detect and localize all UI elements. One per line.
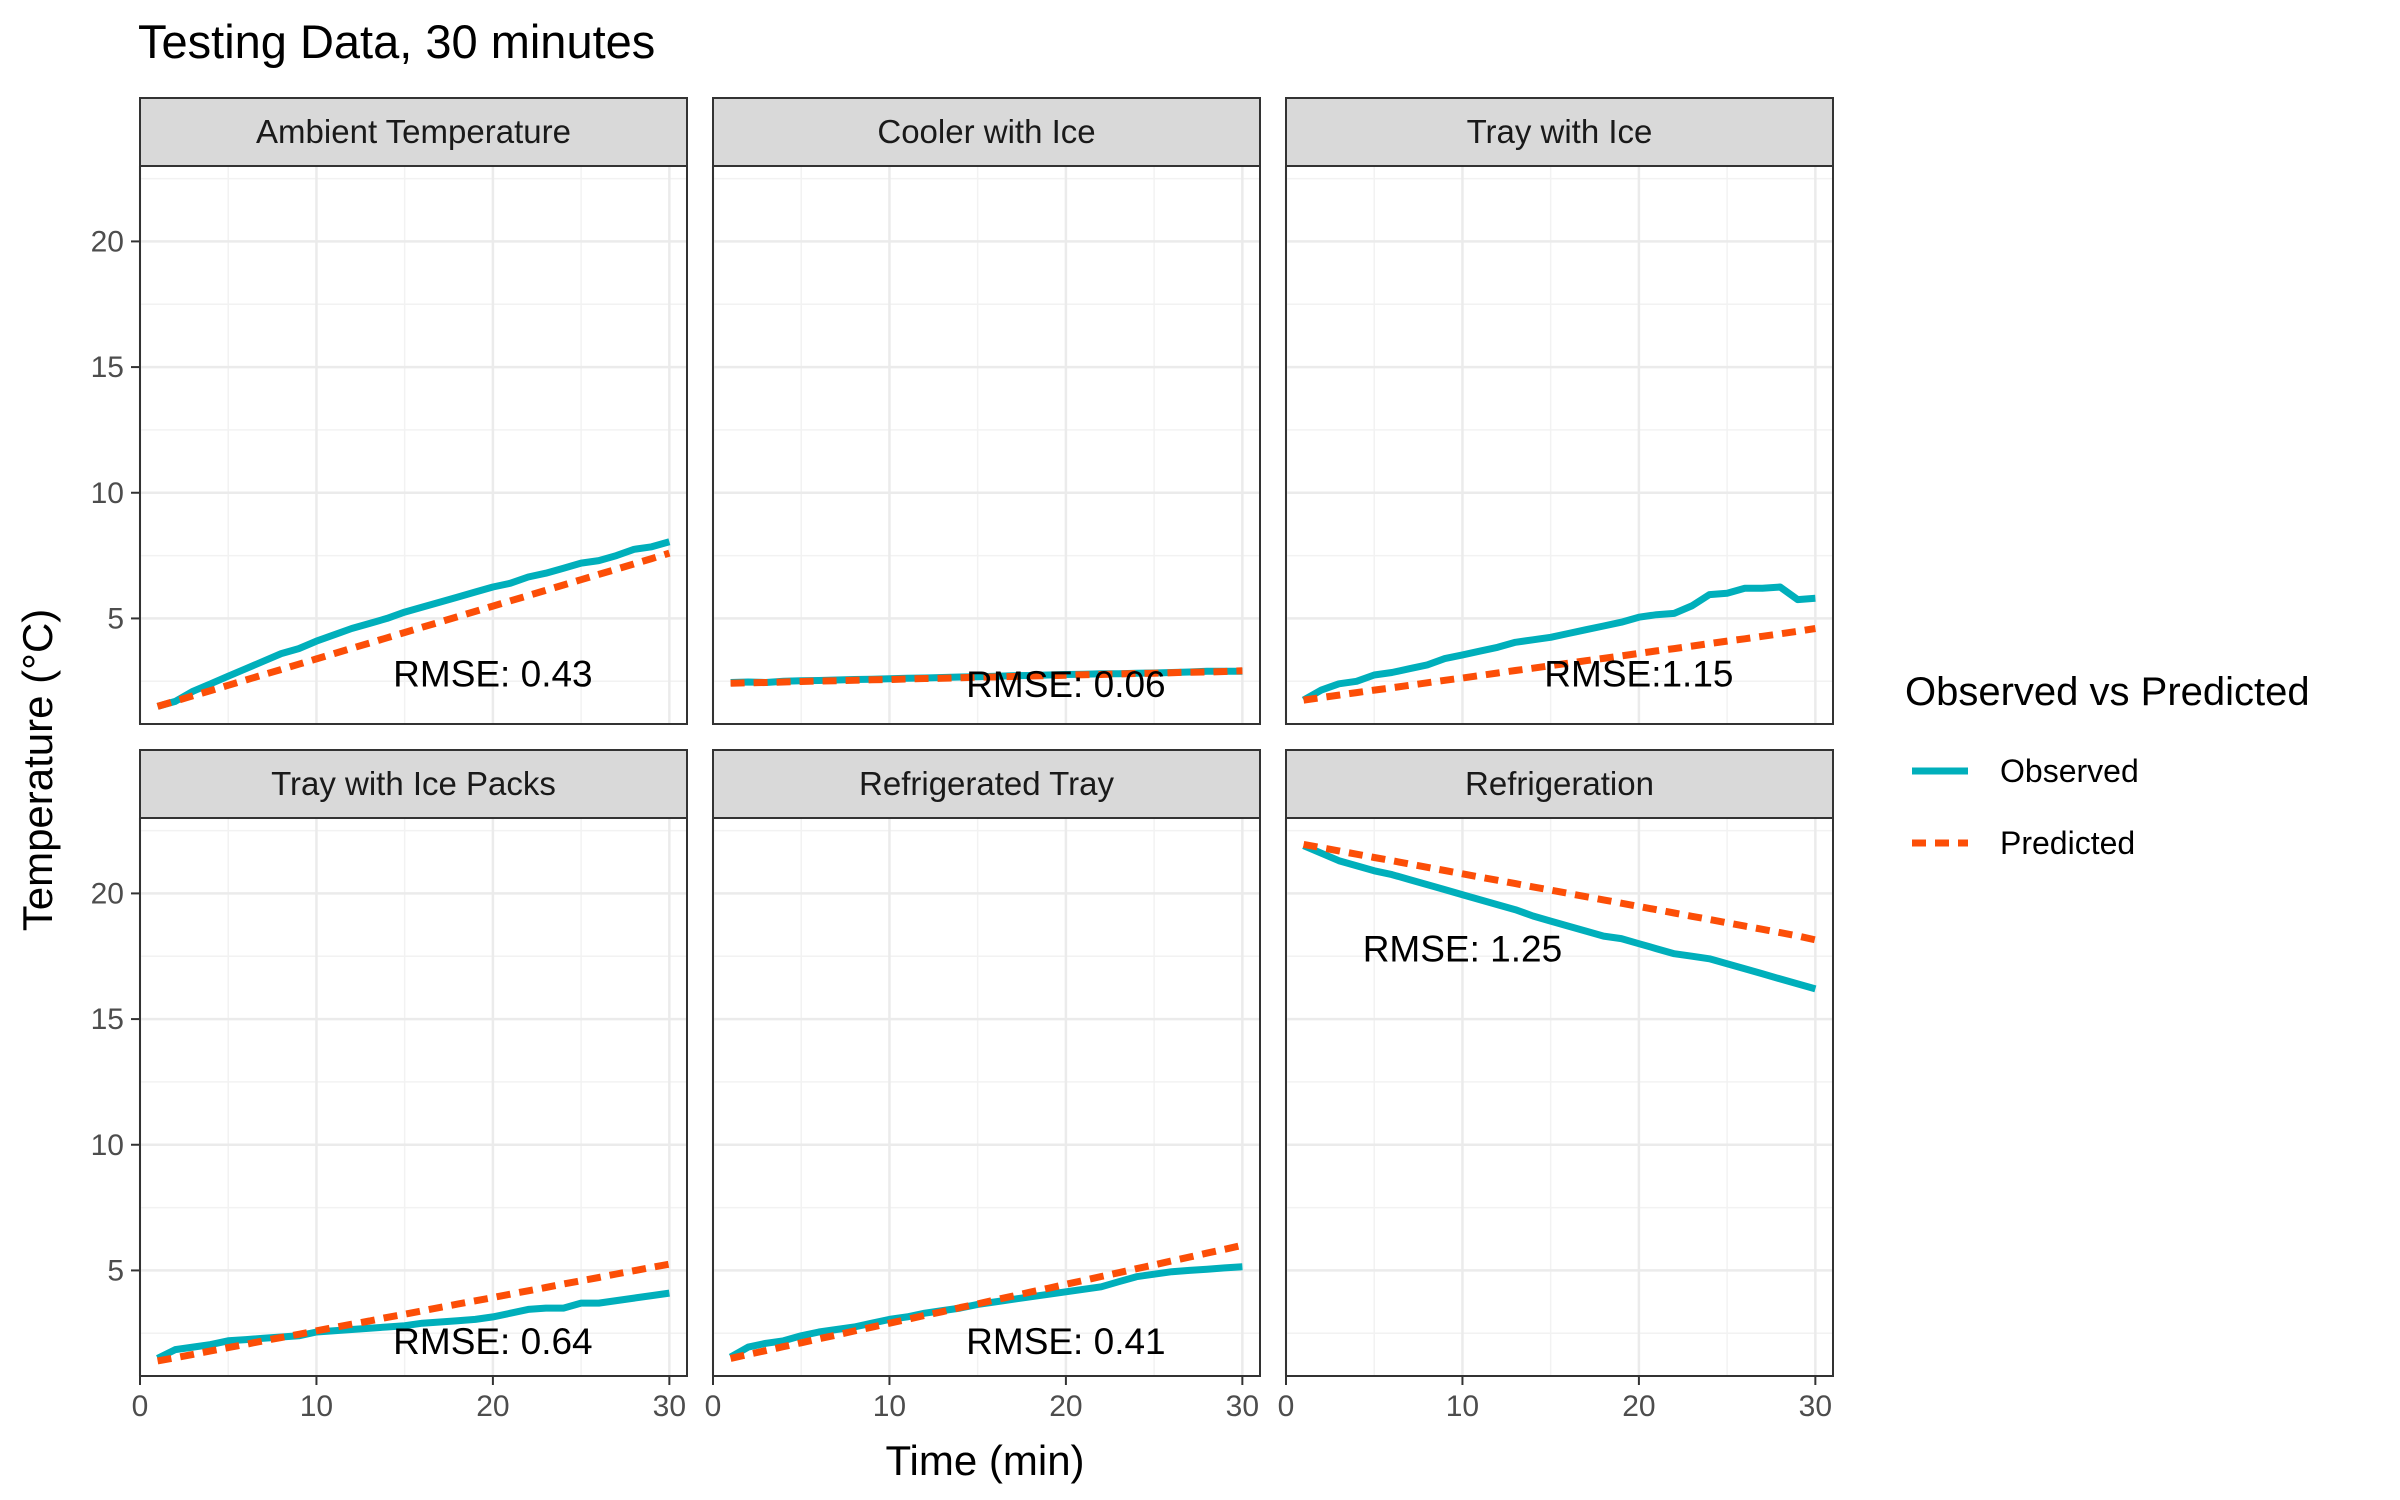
legend-title: Observed vs Predicted <box>1905 670 2310 714</box>
facet-strip-label: Ambient Temperature <box>256 113 571 150</box>
panel-4: Tray with Ice Packs RMSE: 0.64 0 10 20 30 5 10 1… <box>91 749 688 1423</box>
legend: Observed vs Predicted Observed Predicted <box>1905 670 2310 861</box>
rmse-annotation: RMSE: 0.43 <box>393 654 592 695</box>
rmse-annotation: RMSE: 0.64 <box>393 1321 592 1362</box>
x-tick-label: 30 <box>653 1390 686 1423</box>
panel-border <box>712 165 1261 725</box>
x-tick-label: 0 <box>705 1390 722 1423</box>
panel-background <box>1286 166 1833 724</box>
y-tick-label: 20 <box>91 225 124 258</box>
legend-label-observed: Observed <box>2000 753 2139 789</box>
x-tick-label: 10 <box>300 1390 333 1423</box>
facet-strip-label: Refrigeration <box>1465 765 1654 802</box>
x-axis-title: Time (min) <box>885 1437 1084 1484</box>
x-tick-label: 20 <box>476 1390 509 1423</box>
series-line-observed <box>156 1289 670 1362</box>
panel-border <box>1285 165 1834 725</box>
panels-layer: Ambient Temperature RMSE: 0.43 5 10 15 20 Cool… <box>91 97 1834 1423</box>
facet-strip <box>712 97 1261 167</box>
panel-5: Refrigerated Tray RMSE: 0.41 0 10 20 30 <box>705 749 1261 1423</box>
x-tick-label: 0 <box>1278 1390 1295 1423</box>
panel-border <box>1285 817 1834 1377</box>
facet-strip <box>1285 749 1834 819</box>
x-tick-label: 10 <box>1446 1390 1479 1423</box>
panel-background <box>713 818 1260 1376</box>
panel-border <box>139 817 688 1377</box>
panel-6: Refrigeration RMSE: 1.25 0 10 20 30 <box>1278 749 1834 1423</box>
rmse-annotation: RMSE: 1.25 <box>1363 929 1562 970</box>
panel-background <box>140 818 687 1376</box>
y-tick-label: 15 <box>91 351 124 384</box>
series-line-observed <box>1301 583 1816 704</box>
x-tick-label: 20 <box>1622 1390 1655 1423</box>
series-line-predicted <box>730 667 1243 687</box>
x-tick-label: 30 <box>1799 1390 1832 1423</box>
facet-strip <box>712 749 1261 819</box>
x-tick-label: 10 <box>873 1390 906 1423</box>
facet-strip-label: Tray with Ice Packs <box>271 765 556 802</box>
facet-strip <box>139 97 688 167</box>
series-line-predicted <box>156 549 671 710</box>
y-tick-label: 15 <box>91 1003 124 1036</box>
x-tick-label: 0 <box>132 1390 149 1423</box>
series-line-predicted <box>156 1260 671 1365</box>
series-line-predicted <box>1303 625 1816 704</box>
panel-background <box>713 166 1260 724</box>
series-line-observed <box>1302 842 1817 993</box>
panel-3: Tray with Ice RMSE:1.15 <box>1284 97 1834 725</box>
rmse-annotation: RMSE: 0.41 <box>966 1321 1165 1362</box>
panel-2: Cooler with Ice RMSE: 0.06 <box>711 97 1261 725</box>
y-tick-label: 5 <box>107 602 124 635</box>
rmse-annotation: RMSE: 0.06 <box>966 664 1165 705</box>
y-tick-label: 10 <box>91 477 124 510</box>
facet-strip <box>139 749 688 819</box>
chart-title: Testing Data, 30 minutes <box>138 15 655 68</box>
panel-border <box>139 165 688 725</box>
panel-background <box>140 166 687 724</box>
panel-1: Ambient Temperature RMSE: 0.43 5 10 15 20 <box>91 97 688 725</box>
facet-strip <box>1285 97 1834 167</box>
y-axis-title: Temperature (°C) <box>14 609 61 932</box>
y-tick-label: 10 <box>91 1129 124 1162</box>
x-tick-label: 30 <box>1226 1390 1259 1423</box>
series-line-predicted <box>1302 840 1817 944</box>
facet-strip-label: Tray with Ice <box>1467 113 1653 150</box>
y-tick-label: 5 <box>107 1254 124 1287</box>
facet-strip-label: Cooler with Ice <box>877 113 1095 150</box>
panel-background <box>1286 818 1833 1376</box>
x-tick-label: 20 <box>1049 1390 1082 1423</box>
legend-label-predicted: Predicted <box>2000 825 2135 861</box>
rmse-annotation: RMSE:1.15 <box>1544 654 1733 695</box>
y-tick-label: 20 <box>91 877 124 910</box>
facet-strip-label: Refrigerated Tray <box>859 765 1114 802</box>
panel-border <box>712 817 1261 1377</box>
series-line-predicted <box>729 1241 1244 1362</box>
series-line-observed <box>156 538 671 710</box>
